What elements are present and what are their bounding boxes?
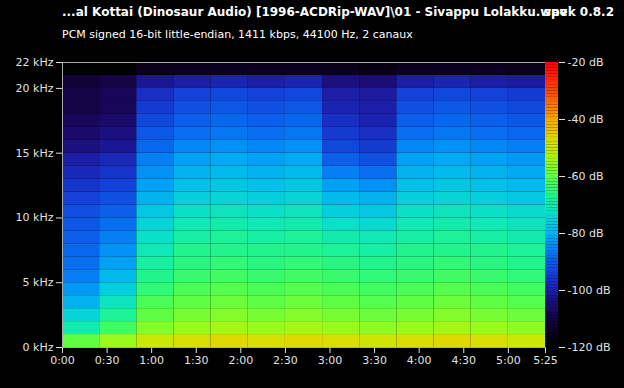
svg-text:-60 dB: -60 dB xyxy=(568,170,604,183)
svg-text:1:00: 1:00 xyxy=(139,354,164,367)
svg-text:5:00: 5:00 xyxy=(496,354,521,367)
svg-text:4:30: 4:30 xyxy=(451,354,476,367)
svg-text:2:00: 2:00 xyxy=(228,354,253,367)
svg-text:20 kHz: 20 kHz xyxy=(16,82,54,95)
svg-text:-120 dB: -120 dB xyxy=(568,341,611,354)
svg-text:10 kHz: 10 kHz xyxy=(16,211,54,224)
svg-text:0:00: 0:00 xyxy=(50,354,75,367)
html-text:...al Kottai (Dinosaur Audio): ...al Kottai (Dinosaur Audio) [1996-ACDR… xyxy=(62,5,568,19)
svg-text:-40 dB: -40 dB xyxy=(568,113,604,126)
svg-text:1:30: 1:30 xyxy=(184,354,209,367)
svg-text:-20 dB: -20 dB xyxy=(568,56,604,69)
svg-text:-100 dB: -100 dB xyxy=(568,284,611,297)
svg-text:4:00: 4:00 xyxy=(407,354,432,367)
svg-text:0:30: 0:30 xyxy=(95,354,120,367)
svg-text:5 kHz: 5 kHz xyxy=(23,276,54,289)
svg-text:2:30: 2:30 xyxy=(273,354,298,367)
svg-text:3:00: 3:00 xyxy=(318,354,343,367)
html-text:spek 0.8.2: spek 0.8.2 xyxy=(543,5,614,19)
svg-text:-80 dB: -80 dB xyxy=(568,227,604,240)
svg-text:5:25: 5:25 xyxy=(533,354,558,367)
svg-text:15 kHz: 15 kHz xyxy=(16,147,54,160)
svg-text:3:30: 3:30 xyxy=(362,354,387,367)
svg-text:0 kHz: 0 kHz xyxy=(23,341,54,354)
svg-text:22 kHz: 22 kHz xyxy=(16,56,54,69)
html-text:PCM signed 16-bit little-endia: PCM signed 16-bit little-endian, 1411 kb… xyxy=(62,28,413,41)
